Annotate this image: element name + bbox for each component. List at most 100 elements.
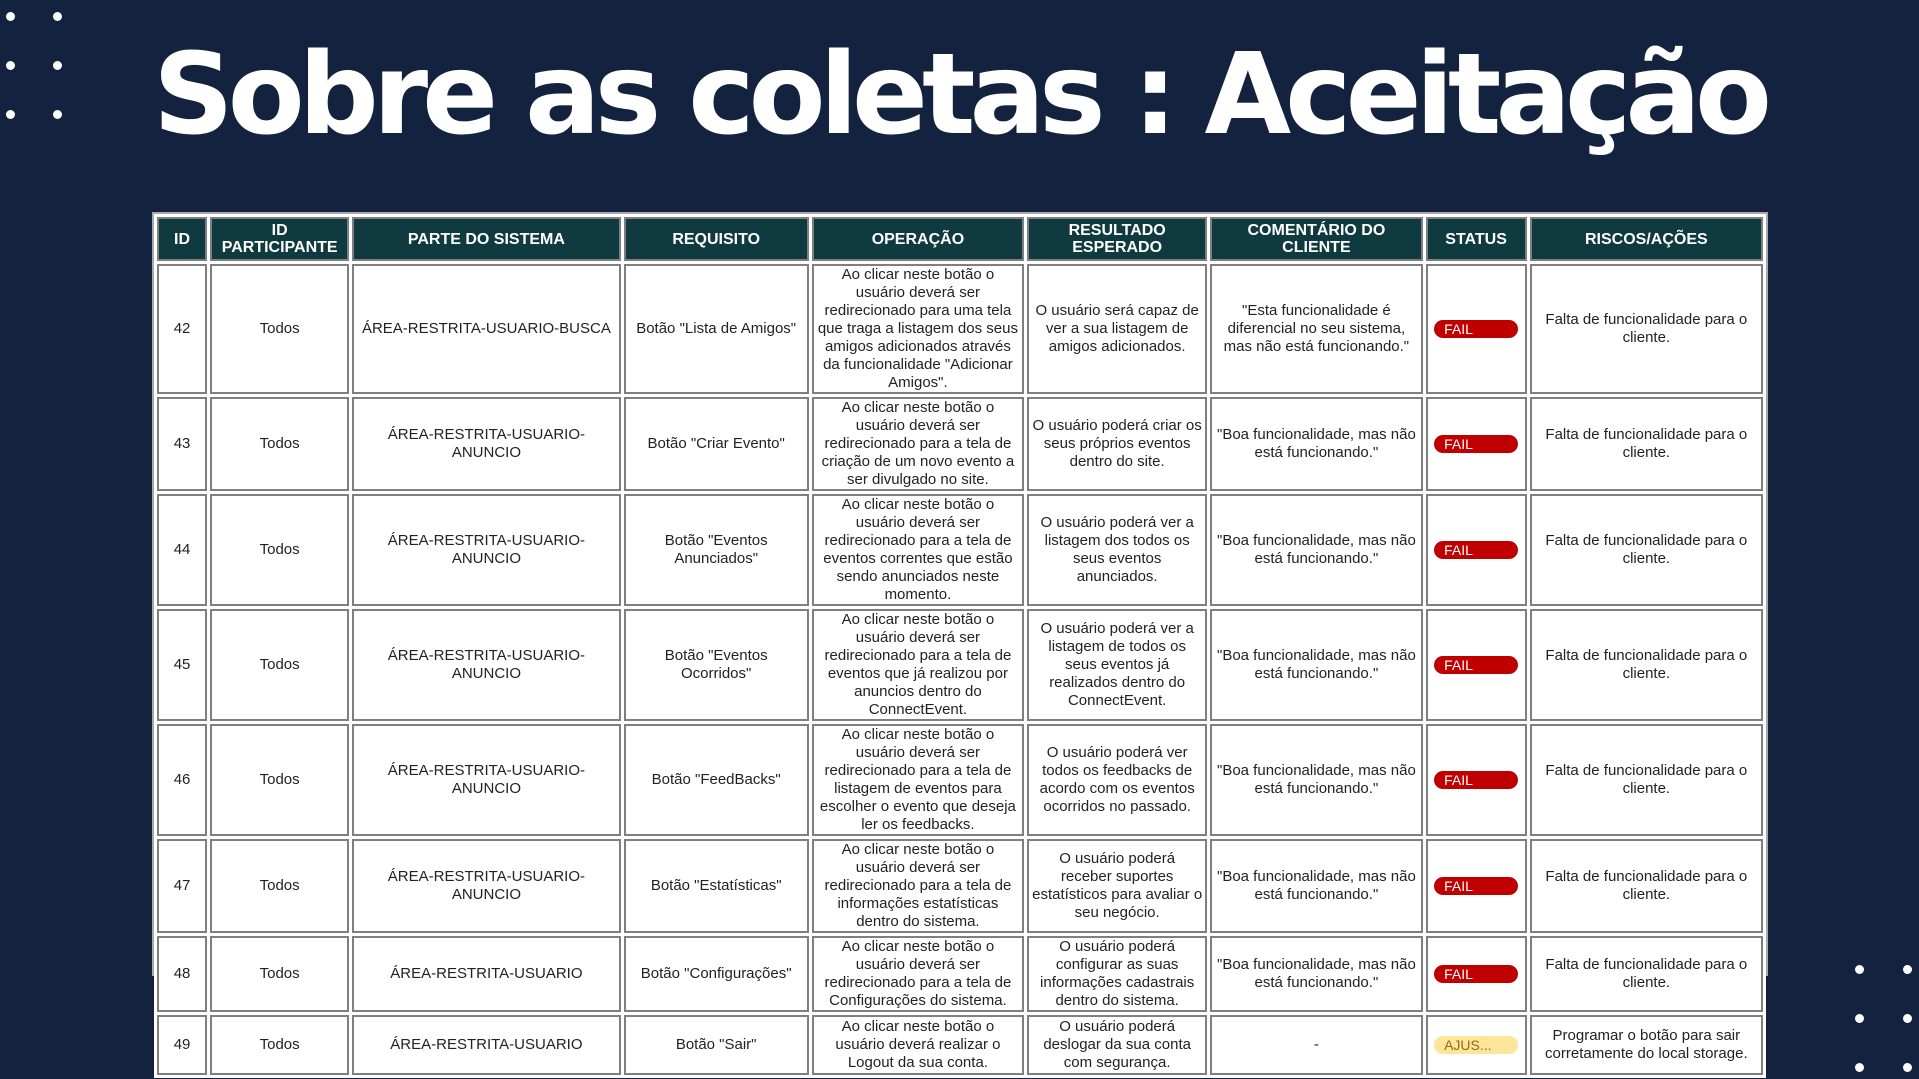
cell-expected-result: O usuário poderá configurar as suas info… [1027, 936, 1208, 1012]
table-row: 49 Todos ÁREA-RESTRITA-USUARIO Botão "Sair"… [157, 1015, 1763, 1075]
cell-system-part-text: ÁREA-RESTRITA-USUARIO-ANUNCIO [387, 868, 586, 903]
cell-requirement-text: Botão "Criar Evento" [647, 435, 785, 452]
status-badge-fail[interactable]: FAIL [1434, 434, 1519, 453]
cell-expected-result-text: O usuário poderá ver a listagem dos todo… [1040, 514, 1194, 585]
cell-requirement-text: Botão "Eventos Anunciados" [664, 532, 768, 567]
cell-client-comment: "Boa funcionalidade, mas não está funcio… [1210, 724, 1423, 836]
cell-participant-text: Todos [259, 435, 300, 452]
status-badge-fail[interactable]: FAIL [1434, 876, 1519, 895]
cell-operation-text: Ao clicar neste botão o usuário deverá s… [823, 496, 1013, 603]
cell-risks-actions: Falta de funcionalidade para o cliente. [1529, 936, 1763, 1012]
cell-system-part-text: ÁREA-RESTRITA-USUARIO [390, 1036, 583, 1053]
cell-requirement: Botão "FeedBacks" [623, 724, 809, 836]
header-risks-actions: RISCOS/AÇÕES [1529, 217, 1763, 261]
cell-requirement: Botão "Configurações" [623, 936, 809, 1012]
header-system-part: PARTE DO SISTEMA [352, 217, 621, 261]
cell-id-text: 42 [173, 320, 191, 337]
cell-requirement-text: Botão "FeedBacks" [651, 771, 781, 788]
cell-system-part: ÁREA-RESTRITA-USUARIO-ANUNCIO [352, 397, 621, 491]
status-badge-fail[interactable]: FAIL [1434, 655, 1519, 674]
cell-id: 49 [157, 1015, 208, 1075]
header-status: STATUS [1425, 217, 1527, 261]
header-requirement: REQUISITO [623, 217, 809, 261]
cell-participant: Todos [210, 839, 350, 933]
cell-requirement: Botão "Estatísticas" [623, 839, 809, 933]
dot [1855, 965, 1864, 974]
table-row: 43 Todos ÁREA-RESTRITA-USUARIO-ANUNCIO Botã… [157, 397, 1763, 491]
cell-participant-text: Todos [259, 656, 300, 673]
status-badge-fail[interactable]: FAIL [1434, 770, 1519, 789]
cell-risks-actions: Falta de funcionalidade para o cliente. [1529, 724, 1763, 836]
cell-expected-result: O usuário poderá deslogar da sua conta c… [1027, 1015, 1208, 1075]
cell-risks-actions: Falta de funcionalidade para o cliente. [1529, 839, 1763, 933]
status-badge-adjust[interactable]: AJUS... [1434, 1035, 1519, 1054]
cell-id-text: 49 [173, 1036, 191, 1053]
cell-operation-text: Ao clicar neste botão o usuário deverá s… [824, 841, 1012, 930]
cell-expected-result: O usuário poderá criar os seus próprios … [1027, 397, 1208, 491]
cell-expected-result-text: O usuário poderá criar os seus próprios … [1032, 417, 1202, 470]
table-row: 46 Todos ÁREA-RESTRITA-USUARIO-ANUNCIO Botã… [157, 724, 1763, 836]
cell-participant-text: Todos [259, 541, 300, 558]
cell-system-part: ÁREA-RESTRITA-USUARIO [352, 936, 621, 1012]
cell-requirement-text: Botão "Configurações" [640, 965, 792, 982]
dot [53, 110, 62, 119]
header-participant: ID PARTICIPANTE [210, 217, 350, 261]
cell-status: FAIL [1425, 839, 1527, 933]
cell-expected-result-text: O usuário poderá ver a listagem de todos… [1040, 620, 1194, 709]
cell-status: FAIL [1425, 936, 1527, 1012]
status-badge-fail[interactable]: FAIL [1434, 319, 1519, 338]
cell-participant: Todos [210, 936, 350, 1012]
table-row: 42 Todos ÁREA-RESTRITA-USUARIO-BUSCA Botão … [157, 264, 1763, 394]
cell-expected-result: O usuário será capaz de ver a sua listag… [1027, 264, 1208, 394]
dot [1903, 1063, 1912, 1072]
cell-expected-result-text: O usuário poderá ver todos os feedbacks … [1039, 744, 1195, 815]
cell-expected-result-text: O usuário será capaz de ver a sua listag… [1035, 302, 1199, 355]
cell-system-part-text: ÁREA-RESTRITA-USUARIO-ANUNCIO [387, 426, 586, 461]
header-row: ID ID PARTICIPANTE PARTE DO SISTEMA REQU… [157, 217, 1763, 261]
cell-client-comment-text: "Esta funcionalidade é diferencial no se… [1223, 302, 1410, 355]
cell-expected-result: O usuário poderá ver todos os feedbacks … [1027, 724, 1208, 836]
cell-system-part-text: ÁREA-RESTRITA-USUARIO-BUSCA [361, 320, 611, 337]
dot [1855, 1014, 1864, 1023]
cell-client-comment: "Boa funcionalidade, mas não está funcio… [1210, 839, 1423, 933]
cell-client-comment: "Boa funcionalidade, mas não está funcio… [1210, 397, 1423, 491]
cell-system-part: ÁREA-RESTRITA-USUARIO-ANUNCIO [352, 724, 621, 836]
cell-id: 48 [157, 936, 208, 1012]
cell-participant-text: Todos [259, 771, 300, 788]
status-badge-fail[interactable]: FAIL [1434, 964, 1519, 983]
status-badge-fail[interactable]: FAIL [1434, 540, 1519, 559]
cell-id: 46 [157, 724, 208, 836]
cell-requirement-text: Botão "Lista de Amigos" [636, 320, 797, 337]
cell-system-part: ÁREA-RESTRITA-USUARIO-ANUNCIO [352, 839, 621, 933]
cell-id: 45 [157, 609, 208, 721]
cell-risks-actions: Falta de funcionalidade para o cliente. [1529, 264, 1763, 394]
cell-system-part-text: ÁREA-RESTRITA-USUARIO-ANUNCIO [387, 647, 586, 682]
header-expected-result: RESULTADO ESPERADO [1027, 217, 1208, 261]
cell-id: 47 [157, 839, 208, 933]
cell-id-text: 46 [173, 771, 191, 788]
header-client-comment: COMENTÁRIO DO CLIENTE [1210, 217, 1423, 261]
cell-operation-text: Ao clicar neste botão o usuário deverá s… [824, 938, 1012, 1009]
cell-client-comment: "Boa funcionalidade, mas não está funcio… [1210, 494, 1423, 606]
cell-participant: Todos [210, 1015, 350, 1075]
cell-expected-result-text: O usuário poderá deslogar da sua conta c… [1043, 1018, 1191, 1071]
cell-id-text: 45 [173, 656, 191, 673]
cell-risks-actions-text: Falta de funcionalidade para o cliente. [1545, 868, 1748, 903]
cell-operation: Ao clicar neste botão o usuário deverá s… [811, 936, 1025, 1012]
cell-system-part: ÁREA-RESTRITA-USUARIO [352, 1015, 621, 1075]
cell-operation-text: Ao clicar neste botão o usuário deverá s… [821, 399, 1015, 488]
cell-participant: Todos [210, 397, 350, 491]
cell-risks-actions-text: Falta de funcionalidade para o cliente. [1545, 532, 1748, 567]
cell-status: AJUS... [1425, 1015, 1527, 1075]
cell-status: FAIL [1425, 724, 1527, 836]
cell-participant-text: Todos [259, 965, 300, 982]
cell-participant-text: Todos [259, 320, 300, 337]
dot [6, 110, 15, 119]
cell-requirement: Botão "Lista de Amigos" [623, 264, 809, 394]
cell-operation-text: Ao clicar neste botão o usuário deverá r… [835, 1018, 1001, 1071]
acceptance-table: ID ID PARTICIPANTE PARTE DO SISTEMA REQU… [154, 214, 1766, 1078]
cell-id: 43 [157, 397, 208, 491]
cell-risks-actions-text: Falta de funcionalidade para o cliente. [1545, 647, 1748, 682]
cell-requirement-text: Botão "Eventos Ocorridos" [664, 647, 768, 682]
cell-id-text: 44 [173, 541, 191, 558]
